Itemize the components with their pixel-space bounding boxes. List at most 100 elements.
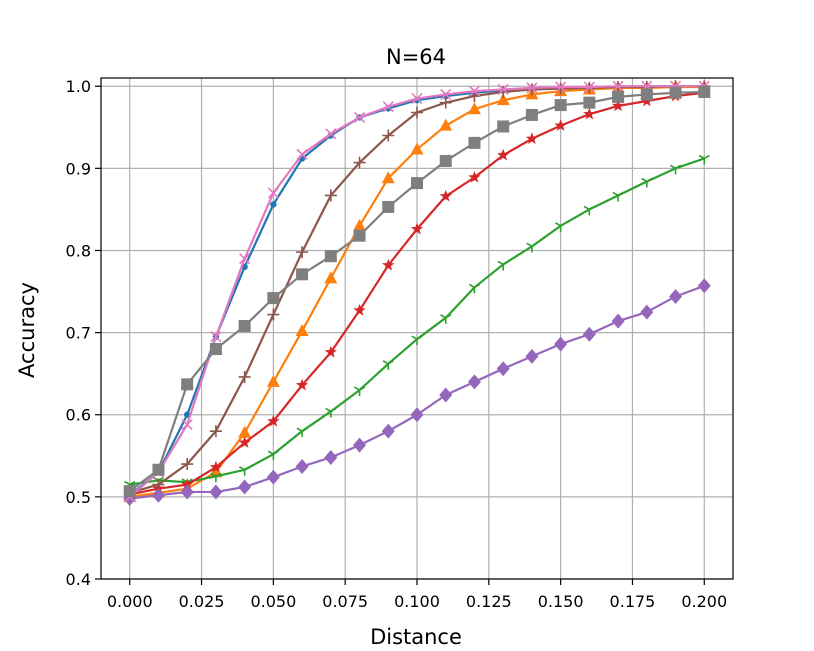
data-point <box>582 326 596 342</box>
data-point <box>239 253 251 265</box>
x-tick-label: 0.125 <box>466 592 512 611</box>
data-point <box>641 177 653 188</box>
y-tick-label: 0.8 <box>66 241 91 260</box>
data-point <box>697 278 711 294</box>
data-point <box>440 314 452 324</box>
y-tick-label: 0.4 <box>66 570 91 589</box>
data-point <box>497 83 509 96</box>
data-point <box>209 484 223 500</box>
data-point <box>324 250 337 263</box>
data-point <box>526 82 538 94</box>
data-point <box>267 292 280 305</box>
data-point <box>640 304 654 320</box>
y-tick-label: 0.7 <box>66 324 91 343</box>
data-point <box>555 81 567 93</box>
data-point <box>324 271 338 284</box>
data-point <box>238 425 252 438</box>
data-point <box>410 407 424 423</box>
data-point <box>151 487 165 503</box>
data-point <box>525 83 538 96</box>
data-point <box>496 93 510 106</box>
x-tick-label: 0.200 <box>681 592 727 611</box>
data-point <box>181 458 194 471</box>
data-point <box>123 485 136 498</box>
data-point <box>439 189 452 202</box>
data-point <box>353 386 366 397</box>
data-point <box>266 374 280 387</box>
data-point <box>267 308 280 321</box>
data-point <box>181 419 193 431</box>
data-point <box>611 99 625 112</box>
data-point <box>439 154 452 167</box>
series-3 <box>124 154 710 491</box>
data-point <box>411 335 423 346</box>
data-point <box>296 427 308 438</box>
data-point <box>152 478 165 491</box>
data-point <box>324 449 338 465</box>
data-point <box>698 85 711 98</box>
data-point <box>468 85 481 97</box>
data-point <box>640 88 653 101</box>
data-point <box>468 136 481 149</box>
y-tick-label: 0.9 <box>66 159 91 178</box>
data-point <box>295 458 309 474</box>
y-tick-label: 0.6 <box>66 406 91 425</box>
data-point <box>467 374 481 390</box>
data-point <box>525 348 539 364</box>
data-point <box>381 171 395 184</box>
data-point <box>152 463 165 476</box>
data-point <box>698 154 710 165</box>
plot-frame <box>100 77 734 580</box>
y-tick-label: 1.0 <box>66 77 91 96</box>
data-point <box>554 82 567 95</box>
series-7 <box>124 80 710 503</box>
x-tick-label: 0.025 <box>179 592 225 611</box>
data-point <box>181 478 194 490</box>
data-point <box>583 96 596 109</box>
data-point <box>266 469 280 485</box>
data-point <box>181 378 194 391</box>
data-point <box>497 120 510 133</box>
series-8 <box>123 85 711 498</box>
data-point <box>554 336 568 352</box>
data-point <box>296 246 309 259</box>
x-tick-label: 0.075 <box>322 592 368 611</box>
x-tick-label: 0.150 <box>538 592 584 611</box>
data-point <box>525 108 538 121</box>
data-point <box>270 201 277 208</box>
data-point <box>296 268 309 281</box>
data-point <box>439 118 453 131</box>
data-point <box>382 360 394 370</box>
data-point <box>238 320 251 333</box>
tick-layer: 0.000 0.025 0.050 0.075 0.100 0.125 0.150 0.175… <box>66 77 728 611</box>
data-point <box>353 229 366 242</box>
data-point <box>324 189 337 202</box>
data-point <box>209 343 222 356</box>
data-point <box>468 283 481 294</box>
data-point <box>267 450 279 461</box>
data-point <box>353 111 366 123</box>
data-point <box>411 92 423 105</box>
data-point <box>555 222 567 232</box>
series-5 <box>123 278 711 507</box>
chart-title: N=64 <box>386 45 446 69</box>
data-point <box>382 129 395 142</box>
data-point <box>583 205 595 216</box>
data-point <box>554 119 567 131</box>
x-tick-label: 0.000 <box>107 592 153 611</box>
data-point <box>410 222 424 235</box>
data-point <box>496 361 510 377</box>
data-point <box>669 86 682 99</box>
data-point <box>497 148 510 161</box>
data-point <box>267 187 279 199</box>
x-tick-label: 0.175 <box>610 592 656 611</box>
data-point <box>381 423 395 439</box>
data-point <box>209 460 223 473</box>
data-point <box>238 479 252 495</box>
grid <box>101 78 733 580</box>
data-point <box>210 331 222 343</box>
data-point <box>669 288 683 304</box>
data-point <box>467 102 481 115</box>
series-4 <box>123 86 711 500</box>
